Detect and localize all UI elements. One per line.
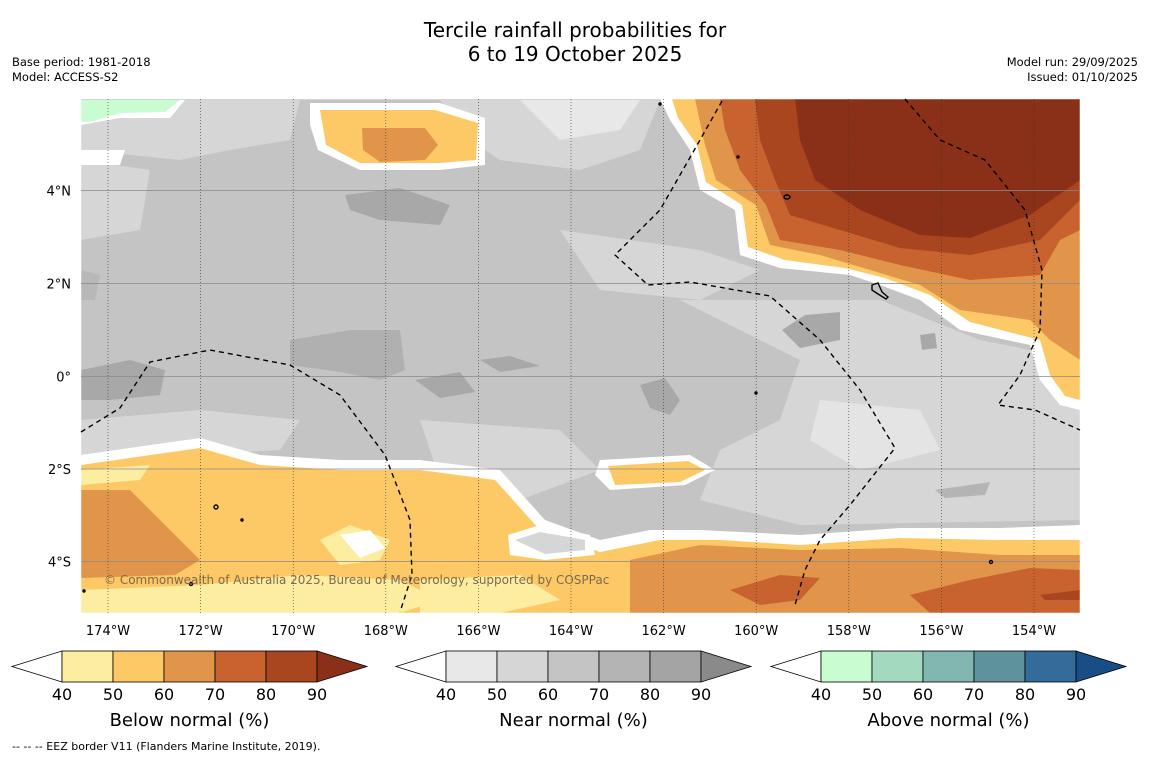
- probability-field: [81, 99, 1080, 613]
- colorbar-min-extension: [769, 650, 822, 683]
- colorbar-segment: [61, 650, 114, 683]
- lon-label: 162°W: [642, 624, 686, 639]
- colorbar-max-extension: [700, 650, 753, 683]
- eez-footnote: -- -- -- EEZ border V11 (Flanders Marine…: [12, 740, 321, 753]
- lon-label: 158°W: [827, 624, 871, 639]
- meta-left: Base period: 1981-2018 Model: ACCESS-S2: [12, 55, 151, 85]
- colorbar-tick: 40: [811, 685, 831, 704]
- islands: [82, 102, 994, 593]
- colorbar-title: Near normal (%): [499, 710, 648, 731]
- lat-label: 4°S: [48, 556, 71, 571]
- colorbar-tick: 80: [1015, 685, 1035, 704]
- lat-label: 0°: [56, 371, 71, 386]
- colorbar-tick: 40: [52, 685, 72, 704]
- colorbar-tick: 60: [913, 685, 933, 704]
- lon-label: 174°W: [86, 624, 130, 639]
- colorbar-segment: [496, 650, 549, 683]
- eez-borders: [80, 98, 1081, 613]
- colorbar-tick: 40: [436, 685, 456, 704]
- issued-date: Issued: 01/10/2025: [1027, 70, 1138, 84]
- chart-title: Tercile rainfall probabilities for 6 to …: [0, 18, 1150, 66]
- colorbar-min-extension: [10, 650, 63, 683]
- longitude-gridlines: 174°W 172°W 170°W 168°W 166°W 164°W 162°W 160°W…: [86, 99, 1056, 639]
- meta-right: Model run: 29/09/2025 Issued: 01/10/2025: [1007, 55, 1138, 85]
- colorbar-segment: [1024, 650, 1077, 683]
- colorbar-3: 40 50 60 70 80 90 Above normal (%): [769, 650, 1128, 731]
- lon-label: 156°W: [919, 624, 963, 639]
- colorbar-tick: 50: [103, 685, 123, 704]
- colorbar-segment: [214, 650, 267, 683]
- colorbar-tick: 90: [691, 685, 711, 704]
- colorbar-tick: 70: [205, 685, 225, 704]
- colorbar-tick: 60: [154, 685, 174, 704]
- colorbar-tick: 90: [307, 685, 327, 704]
- lon-label: 170°W: [271, 624, 315, 639]
- lon-label: 166°W: [456, 624, 500, 639]
- lon-label: 164°W: [549, 624, 593, 639]
- colorbar-segment: [445, 650, 498, 683]
- colorbar-segment: [871, 650, 924, 683]
- title-line-1: Tercile rainfall probabilities for: [423, 18, 727, 42]
- colorbar-segment: [598, 650, 651, 683]
- colorbar-segment: [973, 650, 1026, 683]
- colorbar-max-extension: [316, 650, 369, 683]
- colorbar-tick: 50: [862, 685, 882, 704]
- model-name: Model: ACCESS-S2: [12, 70, 119, 84]
- colorbar-1: 40 50 60 70 80 90 Below normal (%): [10, 650, 369, 731]
- lat-label: 4°N: [47, 185, 72, 200]
- colorbar-segment: [922, 650, 975, 683]
- colorbar-tick: 80: [256, 685, 276, 704]
- colorbar-tick: 70: [589, 685, 609, 704]
- title-line-2: 6 to 19 October 2025: [467, 42, 683, 66]
- model-run: Model run: 29/09/2025: [1006, 55, 1138, 69]
- lon-label: 154°W: [1012, 624, 1056, 639]
- colorbar-title: Below normal (%): [110, 710, 270, 731]
- colorbar-tick: 50: [487, 685, 507, 704]
- copyright-text: © Commonwealth of Australia 2025, Bureau…: [104, 573, 609, 587]
- colorbar-segment: [820, 650, 873, 683]
- lon-label: 160°W: [734, 624, 778, 639]
- colorbar-segment: [163, 650, 216, 683]
- colorbar-segment: [112, 650, 165, 683]
- colorbar-min-extension: [394, 650, 447, 683]
- colorbar-tick: 90: [1066, 685, 1086, 704]
- colorbars: 40 50 60 70 80 90 Below normal (%) 40 50 60 70 80 90…: [10, 650, 1128, 731]
- colorbar-tick: 60: [538, 685, 558, 704]
- colorbar-tick: 70: [964, 685, 984, 704]
- latitude-gridlines: 4°N 2°N 0° 2°S 4°S: [47, 185, 1080, 571]
- colorbar-segment: [547, 650, 600, 683]
- base-period: Base period: 1981-2018: [12, 55, 151, 69]
- colorbar-tick: 80: [640, 685, 660, 704]
- lat-label: 2°N: [47, 278, 72, 293]
- lon-label: 168°W: [364, 624, 408, 639]
- colorbar-segment: [265, 650, 318, 683]
- colorbar-2: 40 50 60 70 80 90 Near normal (%): [394, 650, 753, 731]
- lon-label: 172°W: [179, 624, 223, 639]
- colorbar-segment: [649, 650, 702, 683]
- colorbar-title: Above normal (%): [867, 710, 1029, 731]
- colorbar-max-extension: [1075, 650, 1128, 683]
- darker-near-normal: [345, 188, 450, 225]
- map-figure: 4°N 2°N 0° 2°S 4°S 174°W 172°W 170°W 168°W 166°W…: [10, 98, 1128, 731]
- lat-label: 2°S: [48, 463, 71, 478]
